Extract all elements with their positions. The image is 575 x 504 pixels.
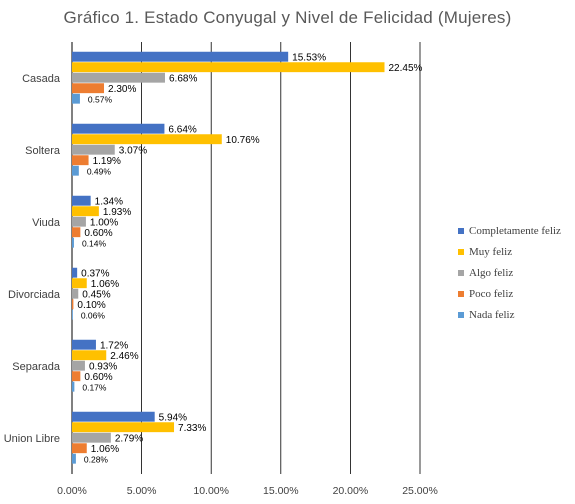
legend-item: Poco feliz bbox=[458, 283, 561, 304]
data-label: 0.10% bbox=[77, 300, 105, 311]
data-label: 0.45% bbox=[82, 289, 110, 300]
bar bbox=[72, 227, 81, 238]
bar bbox=[72, 299, 74, 310]
bar bbox=[72, 216, 86, 227]
data-label: 0.60% bbox=[84, 372, 112, 383]
x-tick-label: 0.00% bbox=[57, 485, 87, 497]
bar bbox=[72, 411, 155, 422]
data-label: 0.28% bbox=[84, 454, 109, 464]
data-label: 22.45% bbox=[389, 63, 423, 74]
bar bbox=[72, 443, 87, 454]
data-label: 15.53% bbox=[292, 52, 326, 63]
bar bbox=[72, 371, 81, 382]
legend-item: Completamente feliz bbox=[458, 220, 561, 241]
data-label: 2.79% bbox=[115, 433, 143, 444]
category-label: Separada bbox=[12, 361, 61, 373]
bar bbox=[72, 288, 79, 299]
legend-swatch bbox=[458, 290, 464, 297]
data-label: 1.34% bbox=[95, 196, 123, 207]
bar bbox=[72, 195, 91, 206]
bar bbox=[72, 350, 107, 361]
bar bbox=[72, 432, 111, 443]
data-label: 0.14% bbox=[82, 238, 107, 248]
bar bbox=[72, 278, 87, 289]
data-label: 1.00% bbox=[90, 217, 118, 228]
bar bbox=[72, 72, 165, 83]
bar bbox=[72, 144, 115, 155]
legend-swatch bbox=[458, 227, 464, 234]
data-label: 6.64% bbox=[168, 124, 196, 135]
data-label: 0.37% bbox=[81, 268, 109, 279]
bar bbox=[72, 83, 105, 94]
bar bbox=[72, 134, 222, 145]
data-label: 2.30% bbox=[108, 84, 136, 95]
x-tick-label: 10.00% bbox=[193, 485, 229, 497]
legend-label: Nada feliz bbox=[469, 308, 515, 321]
data-label: 1.06% bbox=[91, 444, 119, 455]
x-tick-label: 25.00% bbox=[402, 485, 438, 497]
bar bbox=[72, 267, 78, 278]
chart-title: Gráfico 1. Estado Conyugal y Nivel de Fe… bbox=[63, 8, 512, 27]
bar bbox=[72, 339, 96, 350]
bar bbox=[72, 51, 289, 62]
bar bbox=[72, 309, 73, 320]
category-label: Soltera bbox=[25, 145, 61, 157]
bar bbox=[72, 165, 79, 176]
data-label: 1.19% bbox=[93, 156, 121, 167]
category-label: Divorciada bbox=[8, 289, 61, 301]
data-label: 2.46% bbox=[110, 351, 138, 362]
x-tick-label: 15.00% bbox=[263, 485, 299, 497]
category-label: Viuda bbox=[32, 217, 61, 229]
data-label: 7.33% bbox=[178, 423, 206, 434]
data-label: 0.06% bbox=[81, 310, 106, 320]
data-label: 0.93% bbox=[89, 361, 117, 372]
bar bbox=[72, 422, 175, 433]
legend-item: Nada feliz bbox=[458, 304, 561, 325]
data-label: 3.07% bbox=[119, 145, 147, 156]
data-label: 0.17% bbox=[82, 382, 107, 392]
bar bbox=[72, 360, 85, 371]
bar bbox=[72, 237, 74, 248]
data-label: 10.76% bbox=[226, 135, 260, 146]
legend-item: Muy feliz bbox=[458, 241, 561, 262]
data-label: 6.68% bbox=[169, 73, 197, 84]
bar bbox=[72, 453, 76, 464]
chart-legend: Completamente feliz Muy feliz Algo feliz… bbox=[458, 220, 561, 325]
data-label: 1.06% bbox=[91, 279, 119, 290]
x-tick-label: 5.00% bbox=[127, 485, 157, 497]
bar bbox=[72, 381, 75, 392]
category-label: Casada bbox=[22, 73, 61, 85]
data-label: 0.57% bbox=[88, 94, 113, 104]
legend-swatch bbox=[458, 311, 464, 318]
bar bbox=[72, 93, 80, 104]
x-tick-label: 20.00% bbox=[333, 485, 369, 497]
data-label: 0.49% bbox=[87, 166, 112, 176]
bar bbox=[72, 155, 89, 166]
category-label: Union Libre bbox=[4, 433, 60, 445]
data-label: 1.93% bbox=[103, 207, 131, 218]
legend-swatch bbox=[458, 248, 464, 255]
legend-label: Poco feliz bbox=[469, 287, 514, 300]
legend-label: Algo feliz bbox=[469, 266, 514, 279]
legend-label: Completamente feliz bbox=[469, 224, 561, 237]
bar bbox=[72, 206, 99, 217]
data-label: 0.60% bbox=[84, 228, 112, 239]
bar bbox=[72, 123, 165, 134]
data-label: 1.72% bbox=[100, 340, 128, 351]
data-label: 5.94% bbox=[159, 412, 187, 423]
legend-item: Algo feliz bbox=[458, 262, 561, 283]
legend-swatch bbox=[458, 269, 464, 276]
legend-label: Muy feliz bbox=[469, 245, 513, 258]
bar bbox=[72, 62, 385, 73]
